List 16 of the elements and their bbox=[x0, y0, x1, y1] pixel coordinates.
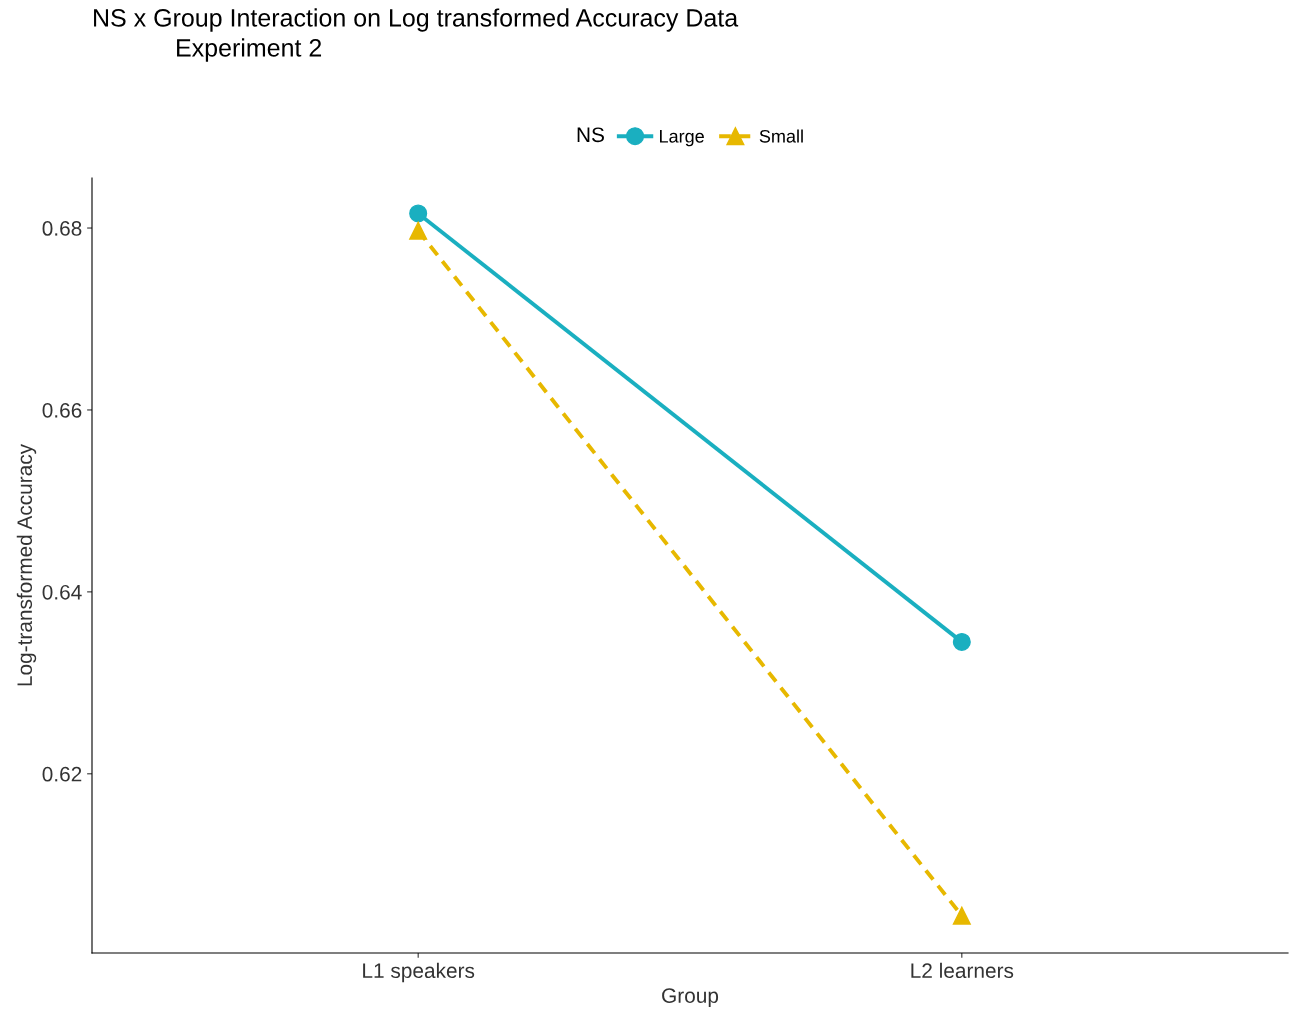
legend-label: Small bbox=[759, 129, 803, 143]
point bbox=[952, 632, 971, 651]
x-tick-label: L1 speakers bbox=[363, 962, 475, 983]
point bbox=[952, 906, 971, 925]
point bbox=[409, 204, 428, 223]
y-tick-label: 0.64 bbox=[42, 584, 82, 600]
x-axis-title: Group bbox=[662, 988, 719, 1008]
x-tick-label: L2 learners bbox=[911, 962, 1014, 979]
chart-title: NS x Group Interaction on Log transformed Accuracy Data Experiment 2 bbox=[94, 8, 739, 62]
y-axis-title: Log-transformed Accuracy bbox=[16, 443, 37, 686]
legend-title: NS bbox=[577, 127, 604, 143]
y-tick-label: 0.62 bbox=[42, 766, 82, 782]
y-tick-label: 0.66 bbox=[42, 402, 82, 418]
y-tick-label: 0.68 bbox=[42, 221, 82, 236]
legend-label: Large bbox=[660, 130, 704, 147]
point bbox=[409, 221, 428, 240]
